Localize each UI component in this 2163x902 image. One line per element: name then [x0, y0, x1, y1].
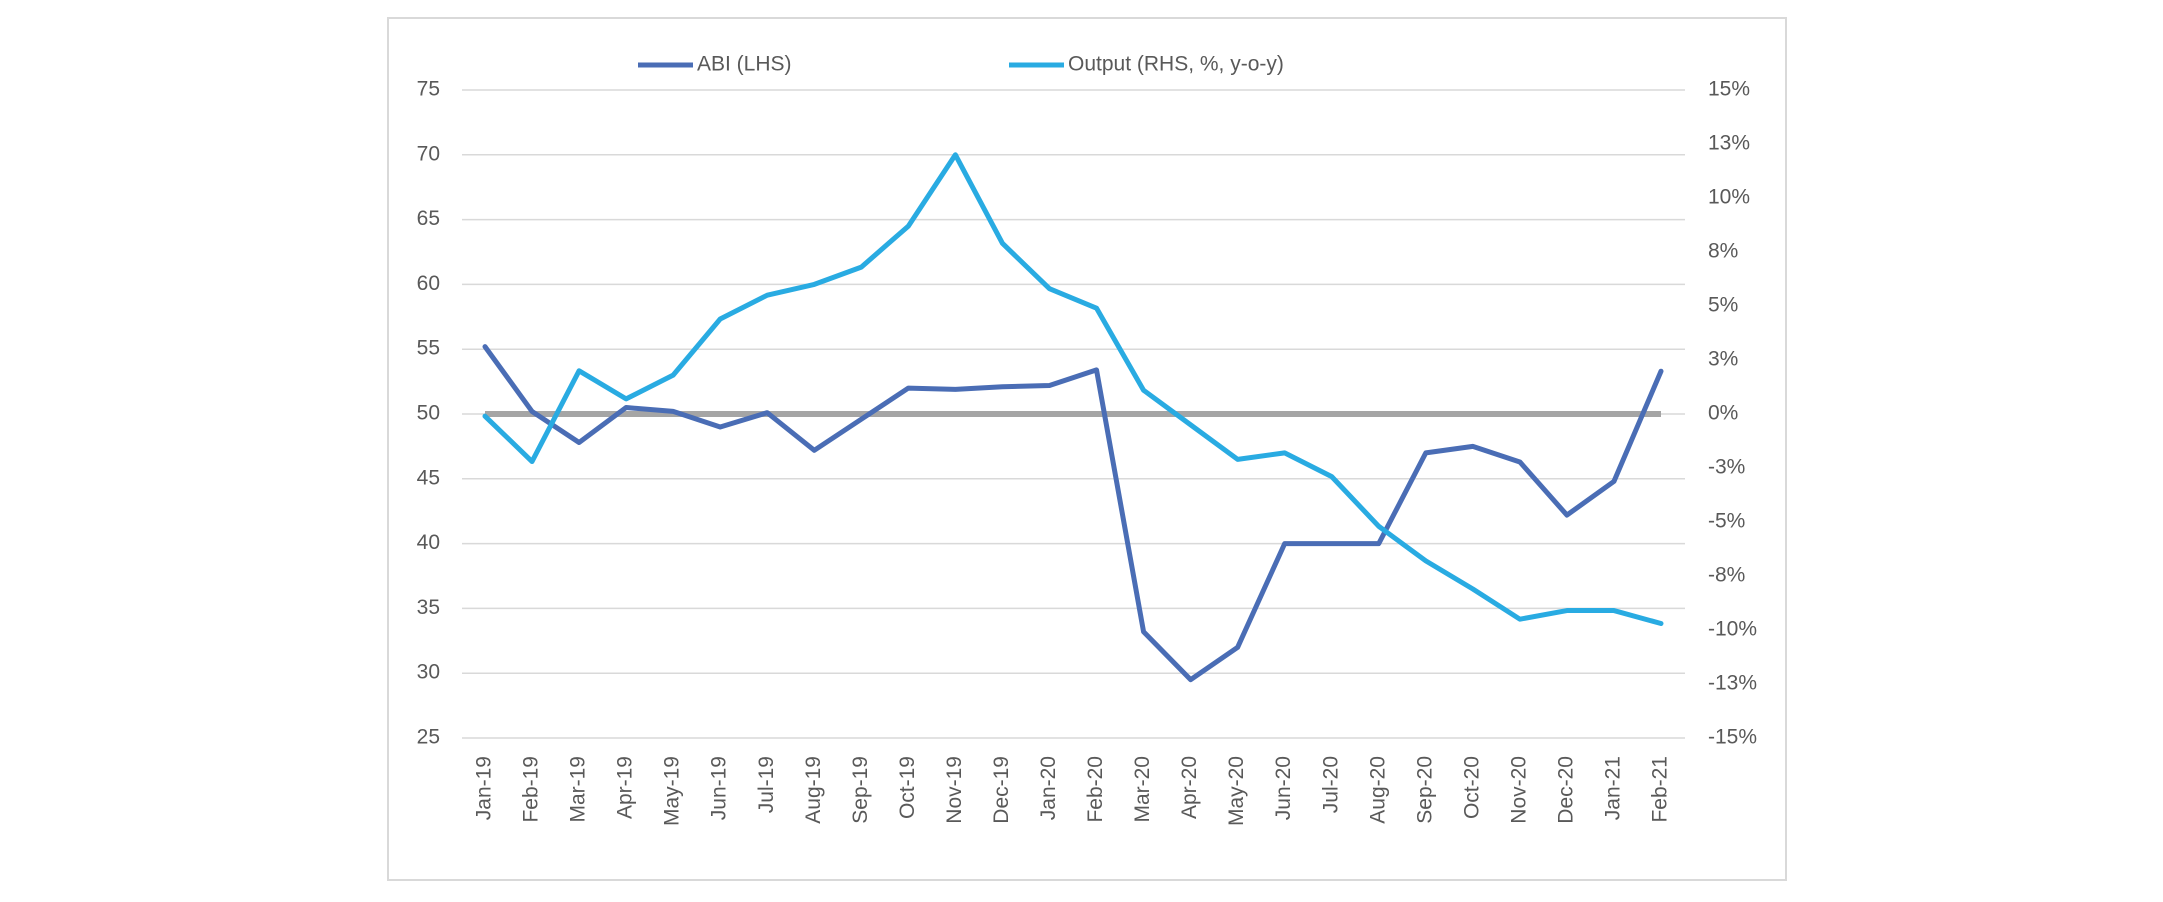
x-tick-label: Nov-20	[1507, 756, 1530, 824]
x-tick-label: Feb-20	[1084, 756, 1107, 823]
y2-tick-label: 3%	[1708, 348, 1738, 371]
y2-tick-label: -8%	[1708, 564, 1745, 587]
y2-tick-label: 0%	[1708, 402, 1738, 425]
x-tick-label: Jan-19	[473, 756, 496, 820]
x-tick-label: Dec-19	[990, 756, 1013, 824]
y-tick-label: 25	[417, 726, 440, 749]
x-tick-label: May-19	[661, 756, 684, 826]
y-tick-label: 45	[417, 466, 440, 489]
legend-label: ABI (LHS)	[697, 53, 792, 76]
x-tick-label: Jun-19	[708, 756, 731, 820]
x-tick-label: Aug-20	[1366, 756, 1389, 824]
x-tick-label: Mar-19	[567, 756, 590, 823]
y2-tick-label: 5%	[1708, 294, 1738, 317]
series-line	[482, 152, 1664, 627]
x-tick-label: Feb-21	[1649, 756, 1672, 823]
x-tick-label: Mar-20	[1131, 756, 1154, 823]
chart-frame	[387, 17, 1787, 881]
y2-tick-label: 8%	[1708, 240, 1738, 263]
y2-tick-label: 10%	[1708, 186, 1750, 209]
x-tick-label: Aug-19	[802, 756, 825, 824]
y2-tick-label: -3%	[1708, 456, 1745, 479]
x-tick-label: Jun-20	[1272, 756, 1295, 820]
x-tick-label: Dec-20	[1554, 756, 1577, 824]
y-tick-label: 70	[417, 142, 440, 165]
y2-tick-label: 15%	[1708, 78, 1750, 101]
y-tick-label: 55	[417, 337, 440, 360]
x-tick-label: Oct-20	[1460, 756, 1483, 819]
x-tick-label: Sep-19	[849, 756, 872, 824]
x-tick-label: Apr-19	[614, 756, 637, 819]
x-tick-label: Oct-19	[896, 756, 919, 819]
x-tick-label: Nov-19	[943, 756, 966, 824]
legend-label: Output (RHS, %, y-o-y)	[1068, 53, 1284, 76]
x-tick-label: Sep-20	[1413, 756, 1436, 824]
y-tick-label: 30	[417, 661, 440, 684]
y2-tick-label: -5%	[1708, 510, 1745, 533]
y-tick-label: 75	[417, 78, 440, 101]
y2-tick-label: -10%	[1708, 618, 1757, 641]
y2-tick-label: -15%	[1708, 726, 1757, 749]
y-tick-label: 60	[417, 272, 440, 295]
x-tick-label: May-20	[1225, 756, 1248, 826]
y-tick-label: 35	[417, 596, 440, 619]
x-tick-label: Jan-20	[1037, 756, 1060, 820]
y2-tick-label: 13%	[1708, 132, 1750, 155]
y-tick-label: 65	[417, 207, 440, 230]
y2-tick-label: -13%	[1708, 672, 1757, 695]
x-tick-label: Jan-21	[1602, 756, 1625, 820]
series-line	[482, 344, 1664, 683]
y-tick-label: 40	[417, 531, 440, 554]
y-tick-label: 50	[417, 402, 440, 425]
x-tick-label: Apr-20	[1178, 756, 1201, 819]
x-tick-label: Jul-20	[1319, 756, 1342, 813]
x-tick-label: Feb-19	[520, 756, 543, 823]
x-tick-label: Jul-19	[755, 756, 778, 813]
